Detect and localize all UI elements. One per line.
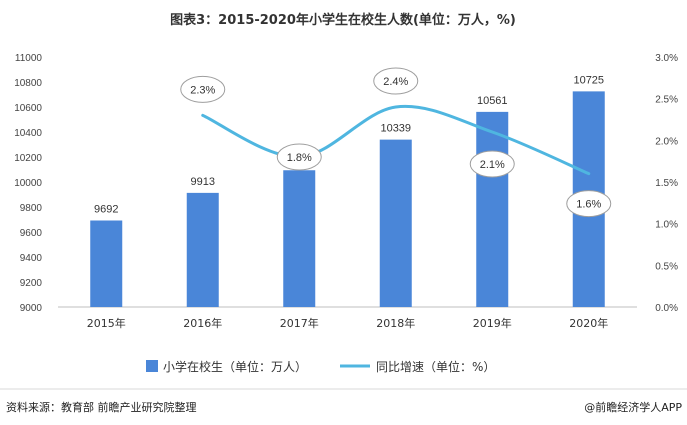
bar — [379, 139, 412, 307]
right-axis-tick-label: 2.5% — [655, 95, 678, 106]
bar-data-label: 9692 — [94, 204, 118, 216]
legend-swatch-bar — [146, 360, 158, 372]
right-axis-tick-label: 1.5% — [655, 178, 678, 189]
left-axis-tick-label: 9400 — [20, 253, 43, 264]
right-axis-tick-label: 1.0% — [655, 220, 678, 231]
growth-rate-labels: 2.3% 1.8% 2.4% 2.1% 1.6% — [180, 67, 612, 218]
left-axis-tick-label: 11000 — [15, 53, 43, 64]
right-axis-tick-label: 0.0% — [655, 303, 678, 314]
growth-rate-label: 1.6% — [576, 199, 601, 211]
legend: 小学在校生（单位：万人） 同比增速（单位：%） — [146, 359, 495, 374]
bar-data-label: 10561 — [477, 95, 508, 107]
left-axis-tick-label: 10600 — [14, 103, 42, 114]
bar-data-labels: 9692991310094103391056110725 — [94, 74, 604, 215]
bar-data-label: 10725 — [573, 74, 604, 86]
x-axis-tick-label: 2015年 — [87, 316, 126, 330]
growth-rate-bubble — [566, 190, 612, 218]
x-axis-tick-label: 2020年 — [569, 316, 608, 330]
x-axis-tick-label: 2018年 — [376, 316, 415, 330]
left-axis-tick-label: 9600 — [20, 228, 43, 239]
growth-rate-bubble — [373, 67, 419, 95]
bar-data-label: 10339 — [380, 123, 411, 135]
left-axis-tick-label: 9200 — [20, 278, 43, 289]
left-axis-tick-label: 9800 — [20, 203, 43, 214]
left-axis-tick-label: 10400 — [14, 128, 42, 139]
bar — [90, 220, 123, 307]
x-axis-ticks: 2015年 2016年 2017年 2018年 2019年 2020年 — [87, 316, 609, 330]
footer-brand: @前瞻经济学人APP — [584, 400, 682, 414]
bar — [186, 192, 219, 307]
growth-rate-bubble — [180, 75, 226, 103]
legend-label-line: 同比增速（单位：%） — [376, 359, 495, 374]
chart-title: 图表3：2015-2020年小学生在校生人数(单位：万人，%) — [170, 12, 516, 28]
growth-rate-label: 2.1% — [480, 159, 505, 171]
x-axis-tick-label: 2016年 — [183, 316, 222, 330]
left-axis-tick-label: 10800 — [14, 78, 42, 89]
footer-source: 资料来源：教育部 前瞻产业研究院整理 — [6, 400, 197, 414]
growth-rate-label: 1.8% — [287, 152, 312, 164]
x-axis-tick-label: 2019年 — [473, 316, 512, 330]
bar — [283, 170, 316, 307]
left-axis-tick-label: 10000 — [14, 178, 42, 189]
left-axis-tick-label: 9000 — [20, 303, 43, 314]
growth-rate-label: 2.3% — [190, 84, 215, 96]
growth-rate-bubble — [469, 150, 515, 178]
growth-rate-label: 2.4% — [383, 76, 408, 88]
right-axis-tick-label: 0.5% — [655, 261, 678, 272]
left-axis-ticks: 9000 9200 9400 9600 9800 10000 10200 10400 10600… — [14, 53, 42, 314]
bar — [476, 111, 509, 307]
right-axis-tick-label: 2.0% — [655, 136, 678, 147]
growth-rate-line — [201, 104, 591, 176]
bar-data-label: 9913 — [191, 176, 215, 188]
x-axis-tick-label: 2017年 — [280, 316, 319, 330]
legend-label-bar: 小学在校生（单位：万人） — [163, 359, 307, 374]
bar-series — [90, 91, 605, 307]
right-axis-ticks: 0.0% 0.5% 1.0% 1.5% 2.0% 2.5% 3.0% — [655, 53, 678, 314]
left-axis-tick-label: 10200 — [14, 153, 42, 164]
right-axis-tick-label: 3.0% — [655, 53, 678, 64]
growth-rate-bubble — [276, 143, 322, 171]
